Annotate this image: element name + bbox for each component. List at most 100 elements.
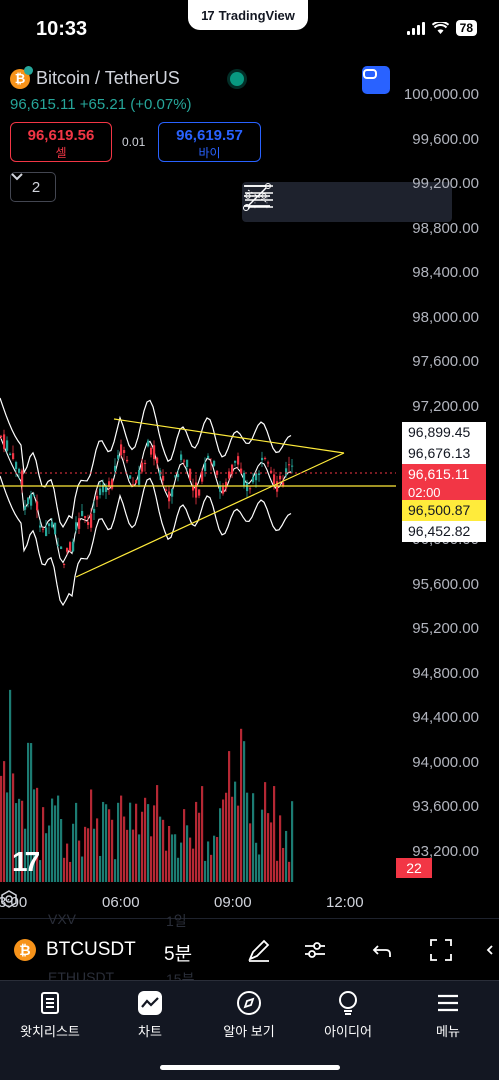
status-bar: 10:33 17 TradingView 78 [0, 0, 499, 56]
volume-bar [15, 803, 18, 882]
candle [114, 458, 117, 476]
prev-symbol-ghost: VXV [48, 911, 77, 927]
nav-chart[interactable]: 차트 [100, 989, 200, 1040]
volume-bar [222, 799, 225, 882]
redo-icon[interactable] [486, 937, 499, 963]
upper-trendline[interactable] [113, 418, 345, 454]
symbol-ticker-button[interactable]: BTCUSDT [46, 939, 136, 960]
drawing-toolbar[interactable]: ⋮⋮ [242, 182, 452, 222]
chart-pane[interactable]: ₿ Bitcoin / TetherUS 96,615.11 +65.21 (+… [0, 56, 499, 918]
fib-retracement-icon[interactable] [242, 182, 272, 210]
candle [36, 494, 39, 519]
undo-icon[interactable] [370, 937, 396, 963]
candle [291, 459, 294, 474]
chart-canvas[interactable] [0, 56, 499, 918]
candle [126, 455, 129, 464]
volume-bar [207, 841, 210, 882]
candle [222, 482, 225, 496]
candle [30, 490, 33, 510]
volume-bar [9, 689, 12, 882]
fullscreen-icon[interactable] [428, 937, 454, 963]
volume-bar [240, 728, 243, 882]
indicators-toggle-button[interactable]: 2 [10, 172, 56, 202]
indicators-icon[interactable] [302, 937, 328, 963]
lightbulb-icon [334, 989, 362, 1017]
candle [147, 438, 150, 448]
volume-bar [81, 856, 84, 882]
candle [156, 456, 159, 469]
volume-bar [243, 741, 246, 882]
volume-bar [57, 795, 60, 882]
time-axis[interactable]: 3:00 06:00 09:00 12:00 [0, 890, 499, 918]
candle [18, 467, 21, 480]
lower-band-tag: 96,452.82 [402, 521, 486, 542]
horizontal-line-tag: 96,500.87 [402, 500, 486, 521]
sell-price: 96,619.56 [27, 127, 95, 144]
price-tick: 95,200.00 [412, 620, 479, 637]
volume-bar [267, 813, 270, 882]
volume-bar [117, 802, 120, 882]
nav-explore[interactable]: 알아 보기 [199, 989, 299, 1040]
volume-bar [165, 850, 168, 882]
volume-bar [84, 826, 87, 882]
sync-button[interactable] [362, 66, 390, 94]
candle [120, 439, 123, 459]
symbol-name[interactable]: Bitcoin / TetherUS [36, 68, 180, 88]
nav-label: 아이디어 [324, 1024, 372, 1039]
nav-watchlist[interactable]: 왓치리스트 [0, 989, 100, 1040]
candle [174, 475, 177, 479]
price-tick: 100,000.00 [403, 86, 479, 103]
symbol-header[interactable]: ₿ Bitcoin / TetherUS [10, 65, 244, 89]
volume-bar [144, 797, 147, 882]
volume-bar [129, 802, 132, 882]
price-tick: 97,600.00 [412, 353, 479, 370]
volume-bar [63, 857, 66, 882]
volume-bar [72, 823, 75, 882]
drawing-tool-icon[interactable] [246, 937, 272, 963]
nav-label: 알아 보기 [223, 1024, 275, 1039]
chart-settings-icon[interactable] [0, 890, 18, 908]
volume-bar [99, 855, 102, 882]
candle [150, 445, 153, 458]
candle [258, 470, 261, 482]
candle [192, 478, 195, 498]
volume-bar [30, 743, 33, 882]
buy-button[interactable]: 96,619.57 바이 [158, 122, 261, 162]
volume-bar [219, 808, 222, 882]
candle [168, 485, 171, 509]
candle [102, 479, 105, 496]
candle [93, 501, 96, 520]
candle [249, 485, 252, 494]
candle [162, 469, 165, 487]
candle [186, 459, 189, 471]
candle [42, 526, 45, 533]
volume-bar [93, 828, 96, 882]
volume-tag: 22 [396, 858, 432, 878]
candle [57, 537, 60, 548]
volume-bar [87, 828, 90, 882]
sell-button[interactable]: 96,619.56 셀 [10, 122, 112, 162]
candle [207, 453, 210, 459]
volume-bar [234, 781, 237, 882]
candle [219, 481, 222, 499]
buy-price: 96,619.57 [176, 127, 243, 144]
candle [237, 452, 240, 469]
volume-bar [123, 816, 126, 882]
candle [60, 545, 63, 550]
volume-bar [204, 860, 207, 882]
candle [87, 514, 90, 530]
lower-trendline[interactable] [75, 452, 345, 578]
candle [84, 515, 87, 523]
price-tick: 94,000.00 [412, 753, 479, 771]
volume-bar [225, 792, 228, 882]
upper-band-tag: 96,899.45 [402, 422, 486, 443]
volume-bar [213, 835, 216, 882]
interval-button[interactable]: 5분 [164, 944, 193, 965]
tradingview-pill-label: TradingView [218, 7, 295, 23]
upper-band [0, 397, 292, 529]
nav-ideas[interactable]: 아이디어 [298, 989, 398, 1040]
symbol-bar[interactable]: VXV 1일 ₿ BTCUSDT 5분 ETHUSDT 15분 [0, 911, 499, 987]
nav-menu[interactable]: 메뉴 [398, 989, 498, 1040]
buy-label: 바이 [198, 146, 221, 160]
market-open-icon [229, 71, 244, 86]
